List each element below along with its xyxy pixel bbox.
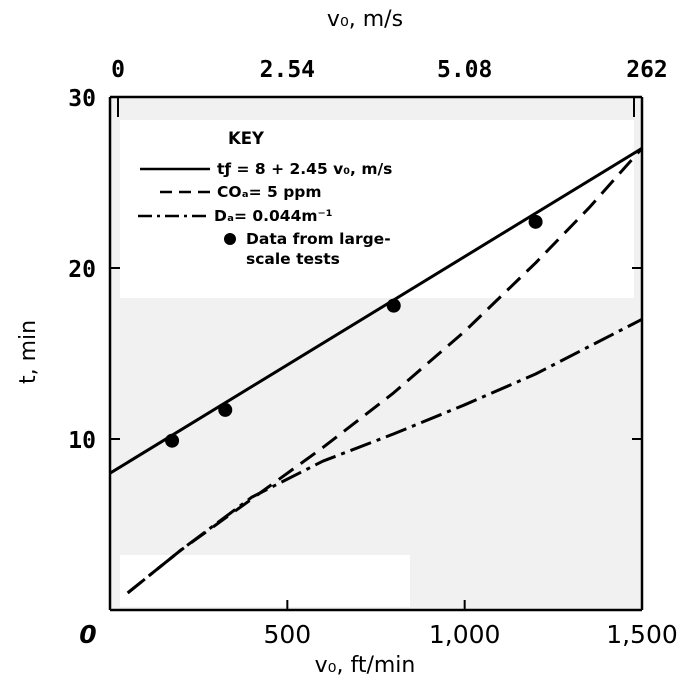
data-point-1	[218, 402, 233, 417]
ticks-layer	[110, 267, 642, 610]
data-point-3	[528, 214, 543, 229]
x-tick-label-1: 500	[263, 620, 311, 649]
legend-label-4: Data from large- scale tests	[246, 230, 396, 268]
legend-label-1: tƒ = 8 + 2.45 v₀, m/s	[217, 160, 392, 178]
x2-axis-label: v₀, m/s	[327, 7, 403, 32]
series-line-dash-dot	[126, 317, 643, 595]
data-point-0	[165, 433, 180, 448]
legend-box	[120, 120, 634, 298]
x2-tick-label-0: 0	[111, 57, 125, 83]
x-tick-label-3: 1,500	[606, 620, 678, 649]
legend-title: KEY	[228, 129, 265, 148]
data-point-2	[386, 298, 401, 313]
x2-tick-label-3: 262	[626, 57, 668, 83]
tick-labels: 0 500 1,000 1,500 0 2.54 5.08 262 10 20 30	[68, 57, 677, 649]
y-tick-label-1: 20	[68, 257, 96, 283]
y-axis-label: t, min	[16, 320, 41, 384]
legend-label-2: COₐ= 5 ppm	[217, 183, 322, 201]
series-layer	[109, 147, 644, 595]
x2-tick-label-2: 5.08	[437, 57, 492, 83]
y-tick-label-0: 10	[68, 428, 96, 454]
x2-tick-label-1: 2.54	[260, 57, 315, 83]
y-tick-label-2: 30	[68, 86, 96, 112]
x-tick-label-0: 0	[79, 620, 96, 649]
legend-marker	[224, 233, 236, 245]
legend-label-3: Dₐ= 0.044m⁻¹	[214, 207, 333, 225]
markers-layer	[165, 214, 543, 448]
series-line-solid	[109, 147, 643, 475]
corner-blank	[120, 555, 410, 607]
x-axis-label: v₀, ft/min	[315, 653, 416, 678]
x-tick-label-2: 1,000	[429, 620, 501, 649]
